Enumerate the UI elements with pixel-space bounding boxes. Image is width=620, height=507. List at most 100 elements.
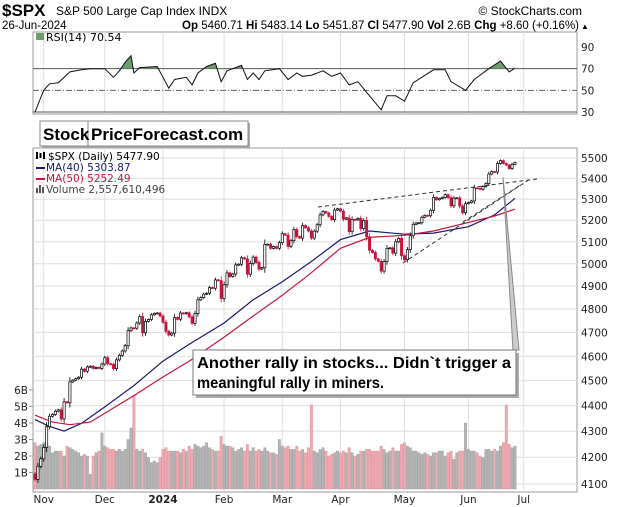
volume-bar: [83, 454, 86, 490]
candle-body: [245, 258, 249, 275]
candle: [376, 257, 380, 263]
candle-body: [452, 197, 456, 207]
candle: [478, 187, 482, 191]
candle: [304, 224, 307, 229]
candle: [109, 362, 113, 366]
candle-body: [359, 217, 363, 229]
candle-body: [446, 194, 450, 198]
x-tick-label: Nov: [33, 494, 54, 506]
candle-body: [339, 208, 342, 212]
volume-bar: [144, 452, 147, 490]
volume-bar: [222, 444, 226, 490]
candle: [403, 254, 406, 262]
candle-body: [458, 197, 462, 207]
volume-bar: [373, 450, 377, 490]
volume-bar: [403, 442, 406, 490]
candle: [152, 312, 156, 316]
ma40-legend-swatch: [36, 167, 45, 169]
volume-bar: [42, 442, 46, 490]
candle: [298, 235, 302, 240]
candle-body: [117, 354, 121, 361]
candle: [411, 221, 415, 239]
candle: [74, 377, 78, 382]
vol-value: 2.6B: [447, 20, 471, 32]
volume-bar: [382, 449, 386, 490]
volume-bar: [286, 445, 290, 490]
price-tick-label: 4700: [581, 327, 608, 339]
candle-body: [461, 205, 465, 214]
candle-body: [97, 367, 101, 369]
volume-bar: [251, 447, 255, 490]
candle-body: [304, 225, 307, 229]
candle-body: [42, 447, 46, 460]
volume-bar: [388, 450, 392, 490]
candle: [91, 364, 95, 370]
candle: [161, 314, 165, 325]
candle: [365, 216, 369, 241]
candle-body: [330, 216, 334, 220]
copyright[interactable]: © StockCharts.com: [478, 4, 582, 18]
candle: [446, 193, 450, 199]
candle-body: [414, 222, 418, 225]
candle-body: [373, 252, 377, 260]
volume-bar: [205, 442, 209, 490]
candle: [510, 162, 514, 171]
candle-body: [155, 312, 159, 315]
candle-body: [161, 315, 165, 323]
candle: [65, 400, 69, 404]
volume-bar: [417, 452, 421, 490]
candle: [181, 312, 185, 315]
price-tick-label: 4100: [581, 479, 608, 491]
hi-label: Hi: [246, 20, 258, 32]
volume-bar: [309, 404, 313, 490]
candle-body: [45, 426, 49, 448]
candle: [429, 208, 433, 218]
volume-bar: [59, 450, 63, 490]
rsi-line: [34, 54, 516, 113]
candle: [179, 311, 182, 322]
volume-bar: [202, 445, 206, 490]
candle-body: [347, 217, 351, 232]
candle-body: [464, 203, 467, 214]
candle-body: [222, 284, 226, 299]
candle-body: [263, 244, 267, 269]
candle: [501, 159, 505, 165]
volume-bar: [117, 449, 121, 490]
volume-bar: [216, 450, 220, 490]
volume-bar: [283, 447, 287, 490]
candle: [147, 318, 150, 323]
candle: [158, 311, 162, 318]
candle: [56, 408, 60, 413]
candle: [461, 204, 465, 215]
candle: [400, 234, 403, 260]
candle: [42, 444, 46, 462]
candle-body: [376, 258, 380, 262]
candle-body: [455, 197, 459, 200]
volume-bar: [458, 450, 462, 490]
candle: [280, 231, 284, 246]
candle: [83, 367, 86, 373]
candle: [190, 314, 194, 326]
x-tick-label: Apr: [331, 494, 350, 506]
candle: [85, 365, 89, 374]
candle: [318, 212, 322, 228]
volume-bar: [263, 447, 267, 490]
candle: [385, 245, 389, 265]
x-tick-label: Jul: [516, 494, 530, 506]
candle-body: [106, 357, 110, 365]
candle: [397, 236, 401, 244]
volume-bar: [504, 404, 508, 490]
candle: [414, 222, 418, 226]
candle-body: [234, 264, 238, 275]
volume-bar: [56, 450, 60, 490]
volume-bar: [248, 450, 252, 490]
candle: [228, 271, 232, 278]
volume-bar: [126, 439, 130, 490]
candle-body: [435, 197, 438, 201]
rsi-tick-label: 30: [581, 107, 594, 119]
price-tick-label: 4200: [581, 452, 608, 464]
volume-bar: [68, 447, 72, 490]
candle: [353, 218, 357, 221]
candle: [196, 296, 200, 317]
volume-bar: [62, 455, 66, 490]
